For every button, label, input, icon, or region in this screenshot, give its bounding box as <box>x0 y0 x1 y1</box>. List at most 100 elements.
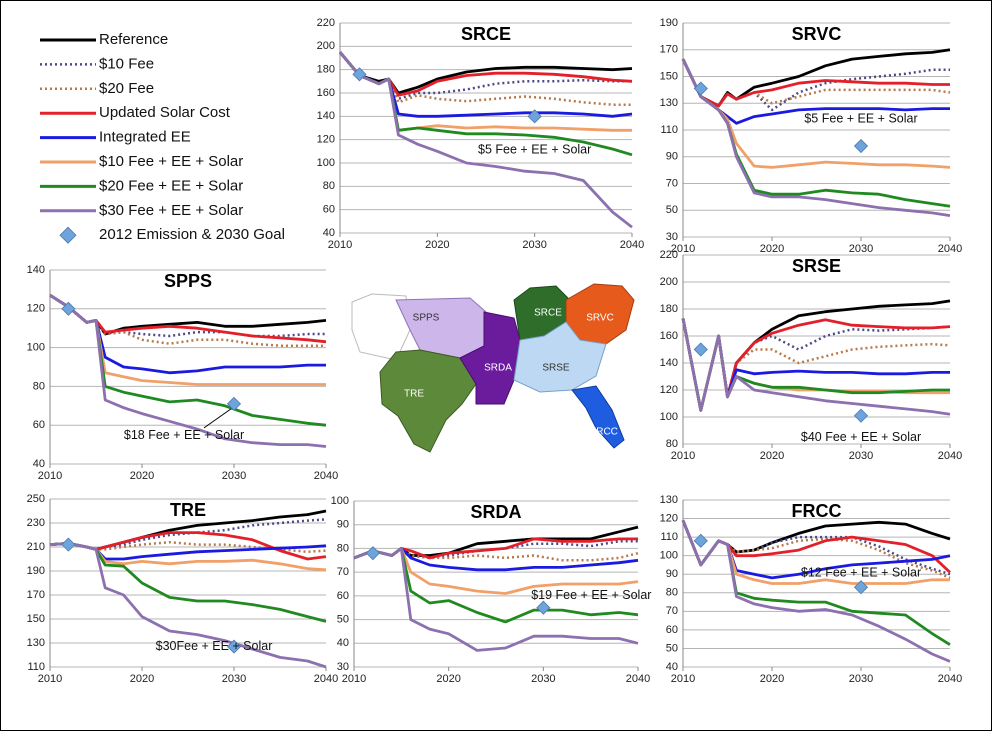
y-tick-label: 30 <box>666 231 678 243</box>
map-label: SPPS <box>413 313 440 324</box>
x-tick-label: 2040 <box>314 673 338 685</box>
x-tick-label: 2010 <box>38 673 62 685</box>
map-label: SRSE <box>542 363 570 374</box>
x-tick-label: 2030 <box>849 243 873 255</box>
y-tick-label: 100 <box>660 550 678 562</box>
y-tick-label: 190 <box>660 17 678 29</box>
y-tick-label: 180 <box>317 64 335 76</box>
y-tick-label: 220 <box>317 17 335 29</box>
y-tick-label: 90 <box>666 568 678 580</box>
y-tick-label: 110 <box>660 124 678 136</box>
map-label: TRE <box>404 389 424 400</box>
y-tick-label: 40 <box>666 661 678 673</box>
y-tick-label: 80 <box>33 380 45 392</box>
annotation: $12 Fee + EE + Solar <box>801 566 921 580</box>
series-line <box>353 547 639 652</box>
y-tick-label: 60 <box>666 624 678 636</box>
y-tick-label: 100 <box>27 342 45 354</box>
y-tick-label: 50 <box>666 642 678 654</box>
series-line <box>681 58 950 108</box>
y-tick-label: 160 <box>317 87 335 99</box>
map-region <box>571 385 625 449</box>
chart-title: SRVC <box>792 24 842 44</box>
x-tick-label: 2020 <box>130 673 154 685</box>
x-tick-label: 2040 <box>620 239 644 251</box>
series-line <box>49 542 327 669</box>
y-tick-label: 70 <box>666 605 678 617</box>
x-tick-label: 2010 <box>671 243 695 255</box>
y-tick-label: 170 <box>660 44 678 56</box>
chart-title: SRCE <box>461 24 511 44</box>
chart-title: FRCC <box>792 501 842 521</box>
goal-marker <box>61 301 76 316</box>
series-line <box>681 318 951 416</box>
map-region <box>351 293 411 361</box>
y-tick-label: 110 <box>27 661 45 673</box>
y-tick-label: 60 <box>337 590 349 602</box>
series-line <box>339 51 632 101</box>
goal-marker <box>226 396 242 411</box>
y-tick-label: 120 <box>317 134 335 146</box>
series-line <box>49 294 327 448</box>
x-tick-label: 2010 <box>671 450 695 462</box>
goal-marker <box>693 342 708 357</box>
x-tick-label: 2020 <box>760 243 784 255</box>
y-tick-label: 120 <box>660 384 678 396</box>
y-tick-label: 190 <box>27 565 45 577</box>
goal-marker <box>693 81 708 96</box>
legend-label: 2012 Emission & 2030 Goal <box>99 226 285 243</box>
map-region <box>459 311 521 405</box>
annotation: $18 Fee + EE + Solar <box>124 428 244 442</box>
legend-label: Updated Solar Cost <box>99 104 231 121</box>
x-tick-label: 2030 <box>531 673 555 685</box>
goal-marker <box>352 67 367 82</box>
y-tick-label: 50 <box>666 204 678 216</box>
y-tick-label: 30 <box>337 661 349 673</box>
x-tick-label: 2020 <box>436 673 460 685</box>
goal-marker <box>853 138 869 154</box>
y-tick-label: 140 <box>317 110 335 122</box>
y-tick-label: 140 <box>27 264 45 276</box>
y-tick-label: 180 <box>660 303 678 315</box>
y-tick-label: 210 <box>27 541 45 553</box>
x-tick-label: 2030 <box>849 450 873 462</box>
y-tick-label: 220 <box>660 249 678 261</box>
y-tick-label: 160 <box>660 330 678 342</box>
x-tick-label: 2030 <box>222 470 246 482</box>
y-tick-label: 80 <box>666 438 678 450</box>
goal-marker <box>226 639 242 654</box>
x-tick-label: 2010 <box>328 239 352 251</box>
y-tick-label: 60 <box>33 419 45 431</box>
y-tick-label: 40 <box>337 637 349 649</box>
x-tick-label: 2010 <box>342 673 366 685</box>
y-tick-label: 80 <box>666 587 678 599</box>
y-tick-label: 120 <box>27 303 45 315</box>
legend-label: Integrated EE <box>99 129 191 146</box>
y-tick-label: 150 <box>27 613 45 625</box>
y-tick-label: 90 <box>666 151 678 163</box>
map-region <box>513 321 607 393</box>
y-tick-label: 100 <box>317 157 335 169</box>
y-tick-label: 150 <box>660 70 678 82</box>
y-tick-label: 200 <box>317 40 335 52</box>
y-tick-label: 230 <box>27 517 45 529</box>
x-tick-label: 2020 <box>425 239 449 251</box>
y-tick-label: 120 <box>660 512 678 524</box>
x-tick-label: 2040 <box>938 673 962 685</box>
y-tick-label: 100 <box>331 495 349 507</box>
annotation: $5 Fee + EE + Solar <box>804 111 917 125</box>
goal-marker <box>536 600 551 615</box>
y-tick-label: 100 <box>660 411 678 423</box>
map <box>337 272 662 467</box>
annotation-arrow <box>203 408 232 429</box>
series-line <box>338 51 633 229</box>
series-line <box>681 519 951 663</box>
y-tick-label: 70 <box>337 566 349 578</box>
y-tick-label: 60 <box>323 204 335 216</box>
annotation: $40 Fee + EE + Solar <box>801 430 921 444</box>
y-tick-label: 50 <box>337 613 349 625</box>
map-label: SRDA <box>484 363 512 374</box>
x-tick-label: 2030 <box>522 239 546 251</box>
series-line <box>338 51 633 95</box>
